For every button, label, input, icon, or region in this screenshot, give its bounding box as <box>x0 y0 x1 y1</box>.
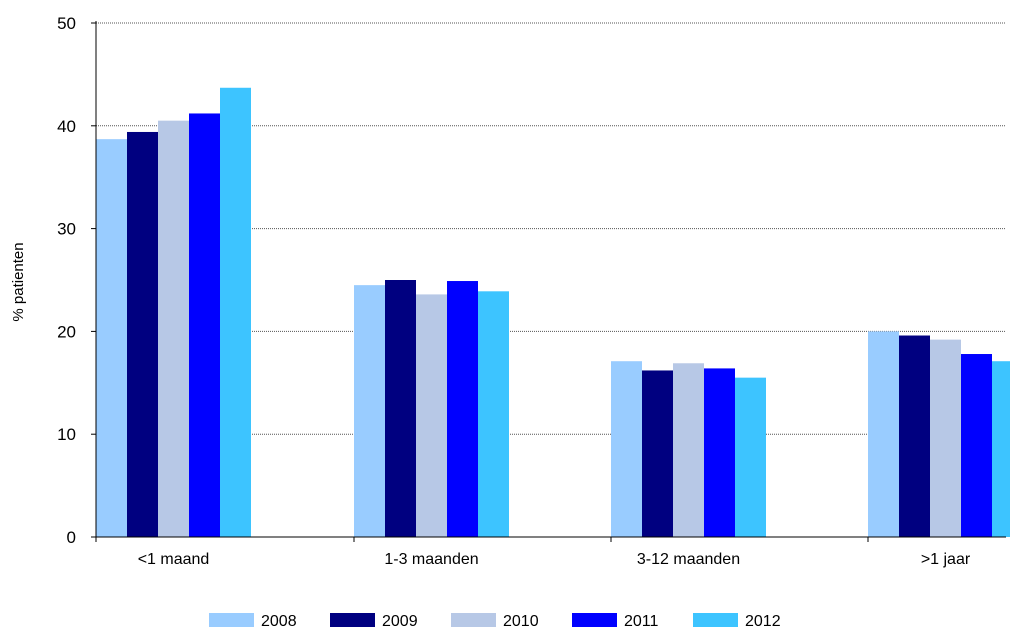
bars <box>96 87 1010 538</box>
y-tick-label: 40 <box>57 117 76 136</box>
bar-2012-0 <box>220 87 251 537</box>
category-label: 3-12 maanden <box>637 551 740 568</box>
legend-swatch-2009 <box>330 613 375 627</box>
bar-2010-0 <box>158 120 189 537</box>
y-tick-label: 10 <box>57 425 76 444</box>
bar-2008-0 <box>96 139 127 537</box>
bar-2012-2 <box>735 377 766 537</box>
gridlines <box>91 22 1006 538</box>
bar-2011-3 <box>961 354 992 537</box>
legend-label: 2011 <box>624 613 659 630</box>
bar-2009-1 <box>385 280 416 537</box>
bar-2011-0 <box>189 113 220 538</box>
legend: 2008 2009 2010 2011 2012 <box>209 613 781 630</box>
legend-label: 2009 <box>382 613 418 630</box>
bar-2008-1 <box>354 285 385 537</box>
bar-2011-1 <box>447 281 478 537</box>
bar-2012-1 <box>478 291 509 537</box>
bar-2009-2 <box>642 370 673 537</box>
axes <box>95 21 1006 542</box>
bar-2010-1 <box>416 294 447 537</box>
category-label: >1 jaar <box>921 551 971 568</box>
legend-label: 2010 <box>503 613 539 630</box>
legend-label: 2012 <box>745 613 781 630</box>
bar-2008-3 <box>868 331 899 537</box>
bar-2011-2 <box>704 368 735 537</box>
bar-2009-3 <box>899 335 930 537</box>
legend-swatch-2011 <box>572 613 617 627</box>
y-tick-label: 0 <box>67 528 76 547</box>
y-tick-label: 30 <box>57 220 76 239</box>
bar-2012-3 <box>992 361 1010 537</box>
category-label: <1 maand <box>138 551 210 568</box>
legend-swatch-2008 <box>209 613 254 627</box>
legend-label: 2008 <box>261 613 297 630</box>
bar-2009-0 <box>127 131 158 537</box>
legend-swatch-2012 <box>693 613 738 627</box>
y-tick-label: 20 <box>57 322 76 341</box>
bar-2010-2 <box>673 363 704 537</box>
bar-2008-2 <box>611 361 642 537</box>
legend-swatch-2010 <box>451 613 496 627</box>
category-label: 1-3 maanden <box>384 551 478 568</box>
y-axis-tick-labels: 0 10 20 30 40 50 <box>57 14 76 547</box>
y-axis-label: % patienten <box>10 242 27 321</box>
bar-2010-3 <box>930 339 961 537</box>
x-axis-category-labels: <1 maand 1-3 maanden 3-12 maanden >1 jaar <box>138 551 971 568</box>
y-tick-label: 50 <box>57 14 76 33</box>
